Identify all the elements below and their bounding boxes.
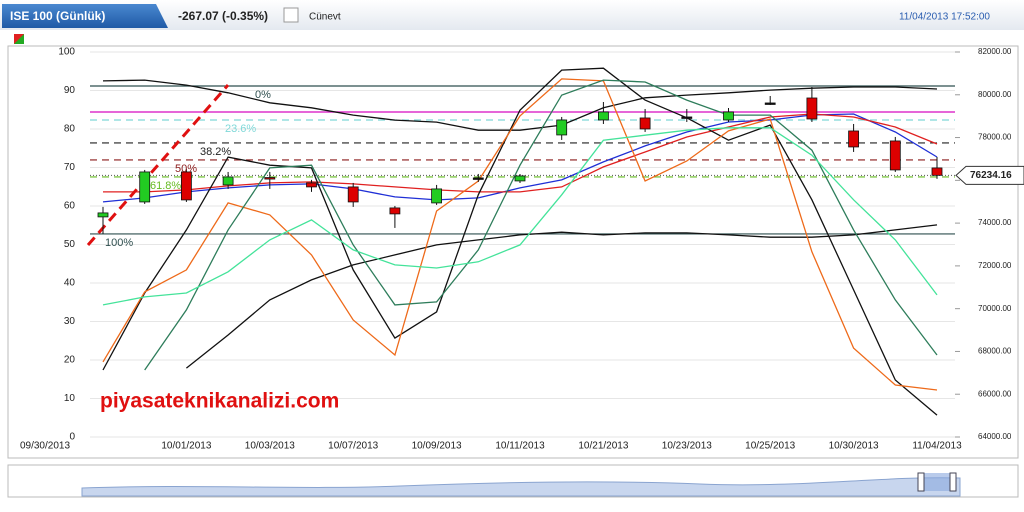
candle-body: [514, 175, 526, 182]
x-tick-label: 11/04/2013: [912, 441, 962, 452]
level-label: 100%: [105, 237, 133, 249]
trend-line: [86, 84, 230, 246]
series-line: [102, 113, 938, 203]
level-label: 50%: [175, 163, 197, 175]
candle-body: [556, 119, 568, 136]
x-tick-label: 09/30/2013: [20, 441, 70, 452]
level-label: 61.8%: [150, 180, 181, 192]
candle-body: [681, 116, 693, 119]
y-tick-label: 30: [64, 316, 76, 327]
y-tick-label: 100: [58, 47, 75, 58]
candle-body: [431, 188, 443, 204]
status-icon-part: [14, 34, 24, 44]
candle-body: [264, 177, 276, 180]
series-line: [102, 78, 938, 391]
y2-tick-label: 66000.00: [978, 389, 1012, 398]
y2-tick-label: 78000.00: [978, 133, 1012, 142]
y-tick-label: 20: [64, 355, 76, 366]
last-price-tag: [955, 165, 1024, 185]
series-line: [102, 67, 938, 416]
level-label: 0%: [255, 89, 271, 101]
candle-body: [848, 130, 859, 148]
y-tick-label: 0: [69, 432, 75, 443]
y-tick-label: 40: [64, 278, 76, 289]
candle-body: [97, 212, 109, 218]
y-tick-label: 90: [64, 85, 76, 96]
candle-body: [639, 117, 651, 130]
navigator-handle[interactable]: [949, 472, 957, 492]
navigator-handle[interactable]: [917, 472, 925, 492]
navigator-window[interactable]: [922, 473, 956, 491]
y2-tick-label: 72000.00: [978, 261, 1012, 270]
x-tick-label: 10/01/2013: [161, 441, 211, 452]
x-tick-label: 10/07/2013: [328, 441, 378, 452]
y-tick-label: 60: [64, 201, 76, 212]
candle-body: [180, 171, 192, 201]
candle-body: [139, 171, 151, 203]
candle-body: [931, 167, 943, 176]
x-tick-label: 10/23/2013: [662, 441, 712, 452]
lines: [90, 67, 955, 416]
labels: 0 10 20 30 40 50 60 70 80 90 100 64000.00 66000.00 68…: [20, 47, 1024, 452]
candle-body: [598, 111, 609, 121]
series-line: [103, 113, 938, 193]
change: -267.07 (-0.35%): [178, 9, 268, 23]
last-price-label: 76234.16: [970, 170, 1012, 181]
navigator-area: [81, 477, 961, 497]
close-button[interactable]: [283, 7, 299, 23]
candle-body: [306, 182, 317, 188]
timestamp: 11/04/2013 17:52:00: [899, 12, 990, 23]
y-tick-label: 80: [64, 124, 76, 135]
y2-tick-label: 74000.00: [978, 218, 1012, 227]
x-tick-label: 10/21/2013: [578, 441, 628, 452]
y2-tick-label: 68000.00: [978, 347, 1012, 356]
y-tick-label: 50: [64, 239, 76, 250]
candle-body: [806, 97, 818, 120]
series-line: [185, 224, 938, 369]
series-line: [102, 127, 938, 306]
x-tick-label: 10/03/2013: [245, 441, 295, 452]
candle-body: [347, 186, 359, 203]
x-tick-label: 10/25/2013: [745, 441, 795, 452]
y-tick-label: 10: [64, 393, 76, 404]
candle-body: [222, 176, 234, 186]
grid: [90, 51, 960, 438]
x-tick-label: 10/30/2013: [829, 441, 879, 452]
candle-body: [723, 111, 734, 121]
y2-tick-label: 80000.00: [978, 90, 1012, 99]
title: ISE 100 (Günlük): [10, 9, 105, 23]
watermark: piyasateknikanalizi.com: [100, 390, 339, 413]
plot-frame: [7, 45, 1019, 459]
user: Cünevt: [309, 12, 341, 23]
y2-tick-label: 64000.00: [978, 432, 1012, 441]
x-tick-label: 10/11/2013: [495, 441, 545, 452]
series-line: [144, 79, 938, 371]
level-label: 38.2%: [200, 146, 231, 158]
title-tab: [2, 4, 168, 28]
candle-body: [472, 177, 484, 180]
x-tick-label: 10/09/2013: [412, 441, 462, 452]
y2-tick-label: 70000.00: [978, 304, 1012, 313]
candles: [97, 86, 943, 234]
candle-body: [389, 207, 401, 215]
series-line: [102, 79, 938, 131]
level-label: 23.6%: [225, 123, 256, 135]
y2-tick-label: 82000.00: [978, 47, 1012, 56]
header-bar: [0, 0, 1024, 30]
y-tick-label: 70: [64, 162, 76, 173]
candle-body: [889, 140, 901, 171]
candle-body: [764, 102, 776, 105]
